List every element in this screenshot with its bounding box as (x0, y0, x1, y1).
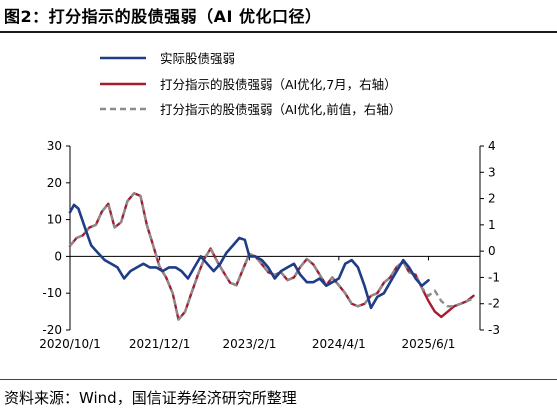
x-tick-label: 2024/4/1 (312, 337, 366, 351)
left-tick-label: 30 (47, 139, 62, 153)
left-tick-label: -10 (42, 286, 62, 300)
x-tick-label: 2020/10/1 (39, 337, 101, 351)
title-rule (0, 31, 557, 33)
right-tick-label: 3 (488, 165, 496, 179)
source-rule (0, 379, 557, 380)
x-tick-label: 2021/12/1 (129, 337, 191, 351)
x-tick-label: 2025/6/1 (402, 337, 456, 351)
left-tick-label: 0 (54, 249, 62, 263)
right-tick-label: 4 (488, 139, 496, 153)
legend-label-1: 打分指示的股债强弱（AI优化,7月，右轴） (160, 77, 397, 92)
left-tick-label: 20 (47, 176, 62, 190)
right-tick-label: 1 (488, 218, 496, 232)
left-tick-label: 10 (47, 213, 62, 227)
figure-title: 图2：打分指示的股债强弱（AI 优化口径） (4, 7, 322, 26)
right-tick-label: 0 (488, 244, 496, 258)
source-note: 资料来源：Wind，国信证券经济研究所整理 (4, 389, 297, 407)
right-tick-label: -3 (488, 323, 500, 337)
right-tick-label: -2 (488, 297, 500, 311)
x-tick-label: 2023/2/1 (222, 337, 276, 351)
right-tick-label: -1 (488, 270, 500, 284)
legend-label-2: 打分指示的股债强弱（AI优化,前值，右轴） (160, 102, 401, 117)
series-line-0 (68, 203, 430, 310)
right-tick-label: 2 (488, 192, 496, 206)
left-tick-label: -20 (42, 323, 62, 337)
series-layer (68, 192, 475, 321)
legend-label-0: 实际股债强弱 (160, 51, 235, 66)
